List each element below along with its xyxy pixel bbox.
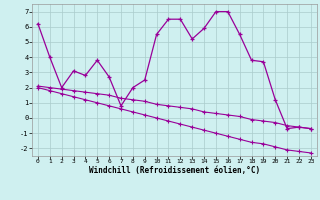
X-axis label: Windchill (Refroidissement éolien,°C): Windchill (Refroidissement éolien,°C) [89, 166, 260, 175]
